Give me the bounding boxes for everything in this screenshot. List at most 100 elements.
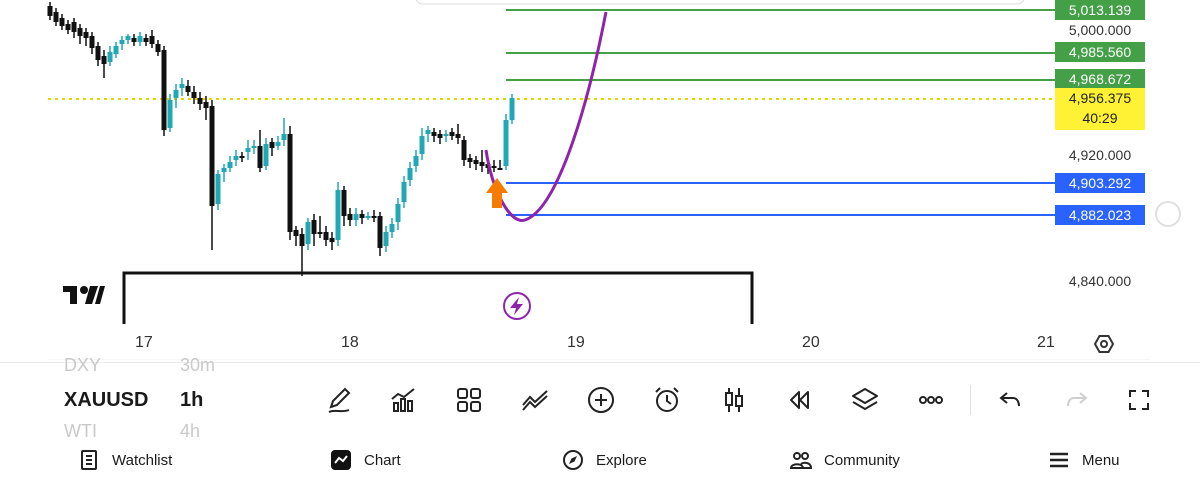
nav-community-label: Community <box>824 451 900 469</box>
candle-body <box>131 38 137 42</box>
candle-body <box>155 44 161 52</box>
layout-grid-icon[interactable] <box>452 383 486 417</box>
candle-body <box>287 134 293 232</box>
pen-icon[interactable] <box>323 383 357 417</box>
candle-body <box>431 132 437 136</box>
candle-body <box>233 156 239 160</box>
price-tick-4840: 4,840.000 <box>1068 273 1132 289</box>
undo-icon[interactable] <box>993 383 1027 417</box>
candle-body <box>317 232 323 234</box>
add-icon[interactable] <box>584 383 618 417</box>
candle-body <box>89 36 95 48</box>
candle-body <box>83 32 89 38</box>
candle-body <box>125 36 131 40</box>
candle-body <box>335 190 341 240</box>
date-label-18: 18 <box>341 334 359 351</box>
nav-community[interactable]: Community <box>790 449 900 471</box>
candle-body <box>209 106 215 206</box>
buy-arrow-icon[interactable] <box>486 178 508 208</box>
price-tick-5000: 5,000.000 <box>1068 22 1132 38</box>
nav-chart-label: Chart <box>364 451 401 469</box>
candle-body <box>323 232 329 240</box>
nav-explore[interactable]: Explore <box>562 449 647 471</box>
price-label-target-1[interactable]: 5,013.139 <box>1055 0 1145 20</box>
bottom-navigation: Watchlist Chart Explore Community Menu <box>0 437 1200 485</box>
candle-body <box>293 230 299 236</box>
more-icon[interactable] <box>914 383 948 417</box>
price-label-target-3[interactable]: 4,968.672 <box>1055 69 1145 89</box>
candle-body <box>503 120 509 166</box>
candle-body <box>479 162 485 166</box>
candle-body <box>281 134 287 140</box>
alert-clock-icon[interactable] <box>650 383 684 417</box>
candle-body <box>221 168 227 172</box>
candle-body <box>59 18 65 26</box>
candle-body <box>101 56 107 64</box>
community-icon <box>790 452 812 469</box>
candle-body <box>203 102 209 108</box>
candle-body <box>371 216 377 218</box>
candle-body <box>77 28 83 36</box>
current-price: 4,956.375 <box>1068 90 1132 106</box>
candle-body <box>143 38 149 42</box>
price-label-target-2[interactable]: 4,985.560 <box>1055 42 1145 62</box>
candle-body <box>95 46 101 60</box>
interval-prev[interactable]: 30m <box>180 355 216 375</box>
candle-body <box>473 160 479 164</box>
candle-body <box>467 158 473 162</box>
candle-body <box>137 36 143 42</box>
date-label-21: 21 <box>1037 334 1055 351</box>
candle-body <box>107 52 113 62</box>
candle-body <box>419 136 425 154</box>
nav-chart[interactable]: Chart <box>330 449 401 471</box>
price-label-support-1[interactable]: 4,903.292 <box>1055 173 1145 193</box>
candle-body <box>329 238 335 242</box>
candle-body <box>185 86 191 92</box>
candle-body <box>401 182 407 202</box>
toolbar-divider <box>970 385 971 415</box>
settings-icon[interactable] <box>1093 335 1115 353</box>
candle-body <box>377 216 383 248</box>
scroll-handle[interactable] <box>1155 201 1181 227</box>
candle-body <box>263 144 269 166</box>
price-chart[interactable] <box>0 0 1200 360</box>
candle-body <box>227 162 233 168</box>
candle-body <box>389 224 395 232</box>
candle-body <box>191 92 197 98</box>
replay-icon[interactable] <box>782 383 816 417</box>
watchlist-icon <box>81 450 97 470</box>
candle-body <box>425 130 431 134</box>
watermark-frame <box>122 271 754 324</box>
candle-body <box>455 134 461 138</box>
symbol-next[interactable]: WTI <box>64 421 97 441</box>
price-label-support-2[interactable]: 4,882.023 <box>1055 205 1145 225</box>
candlestick-series <box>47 2 515 276</box>
lightning-icon[interactable] <box>503 292 531 320</box>
nav-watchlist-label: Watchlist <box>112 451 173 469</box>
symbol-selector[interactable]: XAUUSD <box>64 389 149 411</box>
candle-body <box>113 46 119 54</box>
date-label-20: 20 <box>802 334 820 351</box>
fullscreen-icon[interactable] <box>1122 383 1156 417</box>
candle-body <box>395 204 401 222</box>
candle-body <box>449 132 455 136</box>
nav-menu[interactable]: Menu <box>1048 449 1120 471</box>
interval-next[interactable]: 4h <box>180 421 201 441</box>
drawing-tools-icon[interactable] <box>518 383 552 417</box>
candle-body <box>383 232 389 246</box>
candle-body <box>341 190 347 216</box>
candle-body <box>305 222 311 244</box>
top-popover-edge <box>415 0 1025 5</box>
candle-body <box>461 140 467 160</box>
symbol-prev[interactable]: DXY <box>64 355 102 375</box>
layers-icon[interactable] <box>848 383 882 417</box>
chart-area[interactable]: 5,013.139 5,000.000 4,985.560 4,968.672 … <box>0 0 1200 360</box>
interval-selector[interactable]: 1h <box>180 389 204 411</box>
current-price-badge[interactable]: 4,956.375 40:29 <box>1055 88 1145 130</box>
candle-body <box>353 214 359 220</box>
indicators-icon[interactable] <box>386 383 420 417</box>
tradingview-logo-icon[interactable] <box>63 286 105 304</box>
candle-body <box>497 168 503 170</box>
candles-icon[interactable] <box>717 383 751 417</box>
nav-watchlist[interactable]: Watchlist <box>78 449 172 471</box>
